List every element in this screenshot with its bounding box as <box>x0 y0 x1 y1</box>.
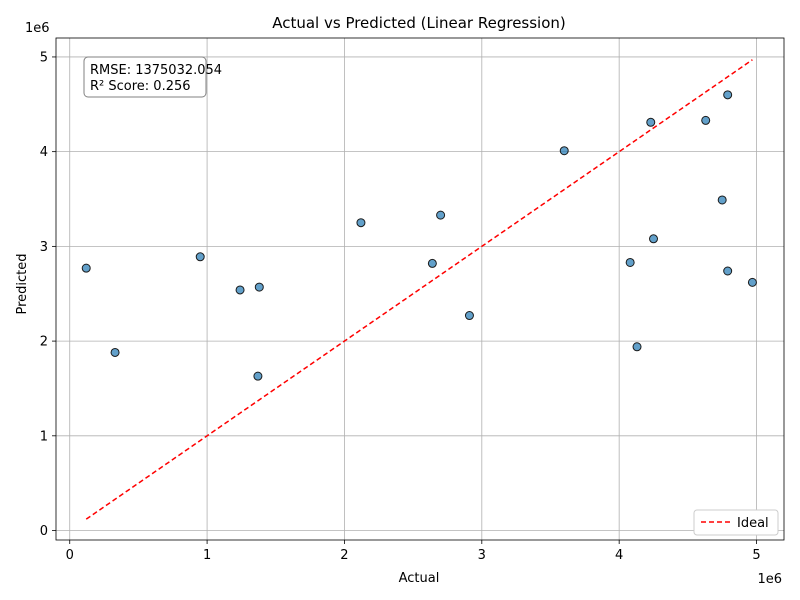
data-point <box>427 258 437 268</box>
chart-title: Actual vs Predicted (Linear Regression) <box>272 14 566 32</box>
plot-frame <box>55 37 785 541</box>
grid-lines <box>56 38 784 540</box>
data-point <box>356 218 366 228</box>
data-point <box>632 342 642 352</box>
y-tick-label: 2 <box>40 335 48 350</box>
y-axis-multiplier: 1e6 <box>25 21 50 36</box>
legend-box <box>693 509 779 536</box>
x-tick-label: 5 <box>752 548 760 563</box>
y-tick-label: 0 <box>40 524 48 539</box>
data-point <box>195 252 205 262</box>
data-point <box>717 195 727 205</box>
rmse-text: RMSE: 1375032.054 <box>90 63 222 78</box>
y-tick-label: 5 <box>40 50 48 65</box>
ideal-line-layer <box>85 59 753 520</box>
data-point <box>436 210 446 220</box>
stats-box <box>83 56 207 98</box>
legend-ideal-label: Ideal <box>737 516 769 531</box>
data-point <box>646 117 656 127</box>
data-point <box>253 371 263 381</box>
data-point <box>723 266 733 276</box>
x-tick-label: 0 <box>66 548 74 563</box>
y-tick-label: 3 <box>40 240 48 255</box>
data-point <box>701 115 711 125</box>
x-tick-label: 4 <box>615 548 623 563</box>
x-tick-label: 3 <box>478 548 486 563</box>
data-point <box>254 282 264 292</box>
y-axis-label: Predicted <box>15 253 30 314</box>
x-axis-multiplier: 1e6 <box>757 572 782 587</box>
x-axis-label: Actual <box>399 571 440 586</box>
legend: Ideal <box>693 509 779 536</box>
data-points <box>81 90 757 381</box>
x-tick-label: 1 <box>203 548 211 563</box>
data-point <box>723 90 733 100</box>
data-point <box>649 234 659 244</box>
stats-annotation: RMSE: 1375032.054 R² Score: 0.256 <box>83 56 222 98</box>
data-point <box>625 257 635 267</box>
x-ticks: 0 1 2 3 4 5 <box>66 540 761 563</box>
r2-text: R² Score: 0.256 <box>90 79 191 94</box>
data-point <box>235 285 245 295</box>
x-tick-label: 2 <box>340 548 348 563</box>
data-point <box>110 347 120 357</box>
y-ticks: 0 1 2 3 4 5 <box>40 50 56 539</box>
y-tick-label: 1 <box>40 429 48 444</box>
data-point <box>559 146 569 156</box>
data-point <box>81 263 91 273</box>
ideal-line <box>85 59 753 520</box>
data-point <box>464 311 474 321</box>
y-tick-label: 4 <box>40 145 48 160</box>
data-point <box>747 277 757 287</box>
